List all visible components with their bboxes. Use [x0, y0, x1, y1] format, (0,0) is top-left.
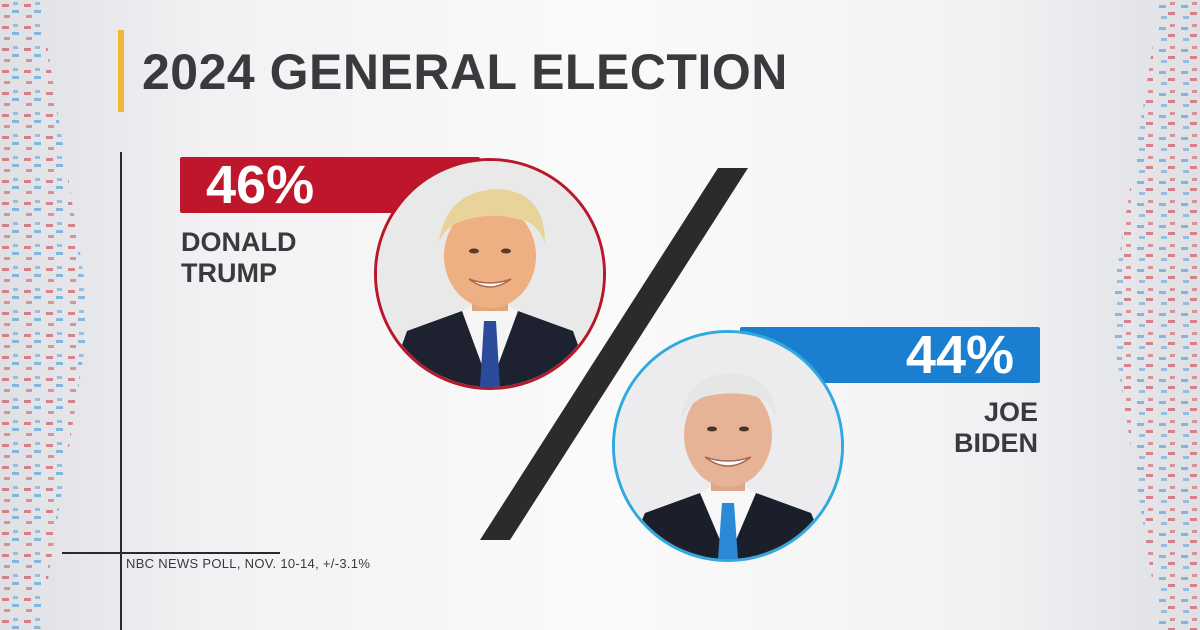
- trump-portrait: [374, 158, 606, 390]
- title-accent-bar: [118, 30, 124, 112]
- biden-name: JOE BIDEN: [900, 397, 1038, 459]
- page-title: 2024 GENERAL ELECTION: [142, 44, 788, 100]
- biden-portrait: [612, 330, 844, 562]
- right-number-pattern-decoration: [1110, 0, 1200, 630]
- vertical-rule: [120, 152, 122, 630]
- horizontal-rule: [62, 552, 280, 554]
- biden-last-name: BIDEN: [953, 428, 1038, 458]
- trump-first-name: DONALD: [181, 227, 297, 257]
- poll-source-note: NBC NEWS POLL, NOV. 10-14, +/-3.1%: [126, 556, 371, 571]
- biden-first-name: JOE: [983, 397, 1038, 427]
- left-number-pattern-decoration: [0, 0, 90, 630]
- trump-last-name: TRUMP: [181, 258, 277, 288]
- trump-name: DONALD TRUMP: [181, 227, 297, 289]
